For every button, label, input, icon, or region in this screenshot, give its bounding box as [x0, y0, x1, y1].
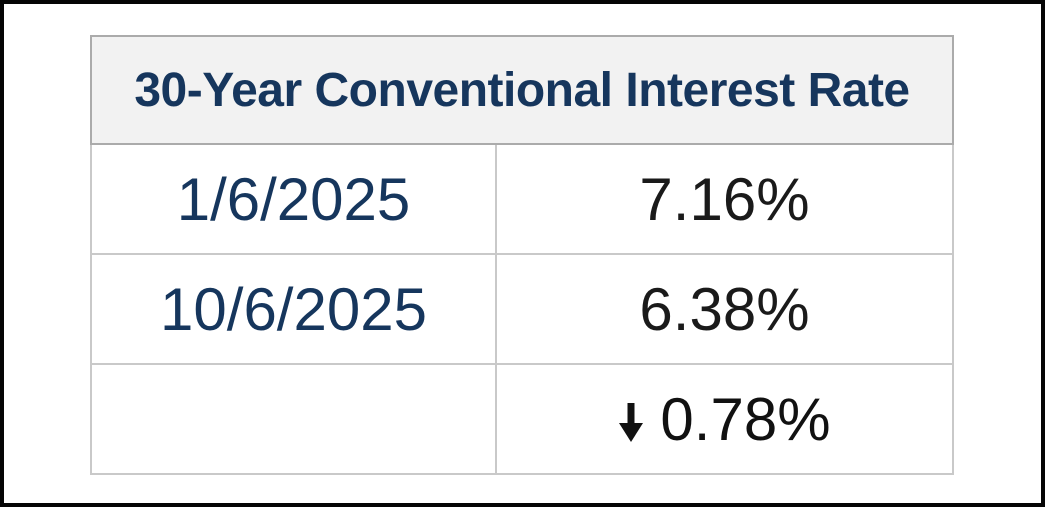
interest-rate-table: 30-Year Conventional Interest Rate 1/6/2… — [90, 35, 954, 475]
table-row: 1/6/2025 7.16% — [90, 143, 954, 255]
rate-cell: 7.16% — [495, 143, 954, 255]
table-row: 10/6/2025 6.38% — [90, 253, 954, 365]
change-value: 0.78% — [660, 385, 831, 453]
table-header-row: 30-Year Conventional Interest Rate — [90, 35, 954, 145]
rate-cell: 6.38% — [495, 253, 954, 365]
date-cell: 1/6/2025 — [90, 143, 497, 255]
empty-cell — [90, 363, 497, 475]
date-cell: 10/6/2025 — [90, 253, 497, 365]
table-change-row: 0.78% — [90, 363, 954, 475]
change-cell: 0.78% — [495, 363, 954, 475]
table-title: 30-Year Conventional Interest Rate — [90, 35, 954, 145]
down-arrow-icon — [618, 402, 644, 442]
